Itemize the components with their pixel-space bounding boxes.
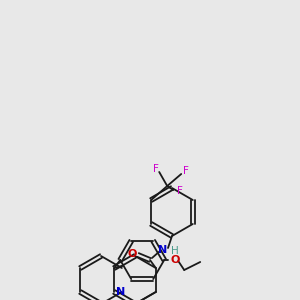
Text: N: N	[158, 245, 168, 255]
Text: F: F	[183, 166, 189, 176]
Text: N: N	[116, 287, 125, 297]
Text: F: F	[177, 186, 183, 196]
Text: H: H	[171, 246, 179, 256]
Text: O: O	[127, 249, 137, 259]
Text: O: O	[170, 255, 180, 265]
Text: F: F	[153, 164, 159, 174]
